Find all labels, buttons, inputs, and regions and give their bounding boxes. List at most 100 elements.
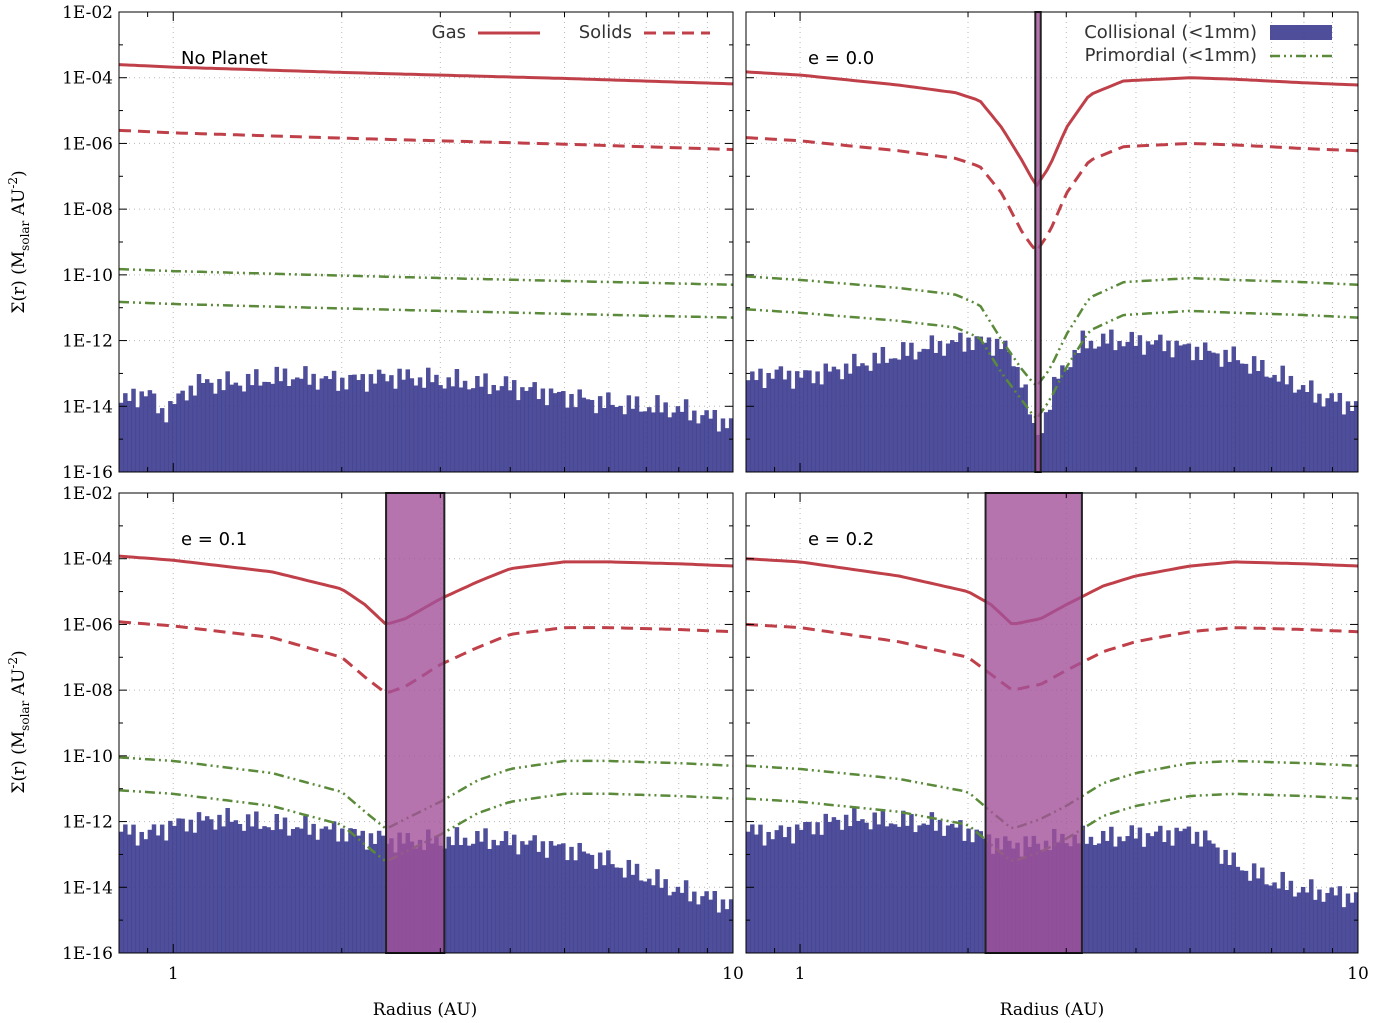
histogram-bar — [856, 366, 861, 472]
histogram-bar — [1251, 356, 1257, 472]
histogram-bar — [1251, 863, 1257, 953]
histogram-bar — [331, 821, 337, 953]
histogram-bar — [909, 814, 914, 953]
histogram-bar — [1072, 349, 1077, 472]
histogram-bar — [1158, 825, 1163, 953]
histogram-bar — [200, 820, 206, 953]
histogram-bar — [295, 377, 300, 472]
histogram-bar — [176, 818, 181, 953]
histogram-bar — [750, 824, 755, 953]
histogram-bar — [921, 823, 926, 953]
histogram-bar — [905, 825, 910, 953]
histogram-bar — [1068, 367, 1073, 472]
histogram-bar — [998, 349, 1004, 472]
histogram-bar — [860, 819, 865, 953]
histogram-bar — [638, 411, 644, 472]
y-tick-label: 1E-06 — [62, 134, 113, 154]
histogram-bar — [823, 813, 828, 953]
legend-collisional-swatch — [1270, 25, 1332, 40]
histogram-bar — [511, 380, 517, 472]
histogram-bar — [1088, 340, 1094, 472]
histogram-bar — [671, 412, 677, 472]
histogram-bar — [1149, 836, 1155, 953]
histogram-bar — [1149, 344, 1155, 472]
histogram-bar — [1076, 353, 1081, 472]
x-tick-label: 1 — [168, 964, 179, 984]
histogram-bar — [426, 367, 431, 472]
histogram-bar — [651, 412, 656, 472]
histogram-bar — [479, 841, 484, 953]
histogram-bar — [634, 396, 640, 472]
histogram-bar — [1211, 843, 1216, 953]
histogram-bar — [770, 839, 775, 953]
histogram-bar — [864, 365, 869, 472]
histogram-bar — [1239, 870, 1245, 953]
histogram-bar — [151, 393, 157, 472]
histogram-bar — [119, 831, 124, 953]
histogram-bar — [372, 383, 378, 472]
histogram-bar — [663, 879, 668, 953]
histogram-bar — [986, 337, 992, 472]
histogram-bar — [483, 828, 488, 953]
histogram-bar — [1109, 329, 1114, 472]
histogram-bar — [799, 829, 804, 953]
histogram-bar — [1309, 380, 1314, 472]
histogram-bar — [954, 827, 959, 953]
histogram-bar — [716, 431, 722, 472]
histogram-bar — [1264, 884, 1269, 953]
histogram-bar — [909, 342, 914, 472]
histogram-bar — [614, 867, 619, 953]
histogram-bar — [573, 407, 578, 472]
histogram-bar — [597, 852, 603, 953]
histogram-bar — [1296, 389, 1302, 472]
histogram-bar — [1349, 902, 1355, 953]
histogram-bar — [1129, 825, 1134, 953]
histogram-bar — [1178, 831, 1183, 953]
histogram-bar — [471, 388, 476, 472]
series-primordial-mm-line — [119, 267, 733, 286]
plot-area — [119, 12, 733, 472]
histogram-bar — [770, 378, 775, 472]
histogram-bar — [622, 414, 627, 472]
series-solids-line — [746, 136, 1358, 253]
histogram-bar — [593, 413, 599, 472]
histogram-bar — [311, 373, 316, 472]
histogram-bar — [1174, 340, 1179, 472]
histogram-bar — [933, 352, 939, 472]
histogram-bar — [1141, 846, 1147, 953]
histogram-bar — [1109, 826, 1114, 953]
histogram-bar — [659, 412, 664, 472]
x-tick-label: 10 — [722, 964, 744, 984]
histogram-bar — [1333, 401, 1338, 472]
histogram-bar — [1121, 841, 1126, 953]
histogram-bar — [180, 390, 185, 472]
histogram-bar — [389, 375, 394, 472]
histogram-bar — [1207, 350, 1212, 472]
histogram-bar — [331, 370, 337, 472]
histogram-bar — [1003, 340, 1008, 472]
histogram-bar — [323, 826, 329, 953]
histogram-bar — [880, 809, 886, 953]
panel-3: 1 10 1E-02 1E-04 1E-06 1E-08 1E-10 1E-12 1E-14 1E… — [62, 484, 744, 984]
histogram-bar — [970, 350, 975, 472]
histogram-bar — [507, 390, 513, 472]
histogram-bar — [827, 821, 833, 953]
histogram-bar — [233, 820, 239, 953]
histogram-bar — [925, 349, 930, 472]
histogram-bar — [794, 371, 800, 472]
x-axis-title-right: Radius (AU) — [1000, 1000, 1105, 1020]
histogram-bar — [393, 388, 398, 472]
histogram-bar — [815, 371, 820, 472]
histogram-bar — [618, 405, 623, 472]
histogram-bar — [561, 391, 566, 472]
histogram-bar — [1170, 357, 1175, 472]
histogram-bar — [245, 373, 251, 472]
histogram-bar — [147, 390, 153, 472]
histogram-bar — [1100, 333, 1106, 472]
histogram-bar — [954, 341, 959, 472]
histogram-bar — [1019, 387, 1024, 472]
histogram-bar — [1080, 330, 1086, 472]
histogram-bar — [1178, 345, 1183, 472]
y-tick-label: 1E-02 — [62, 484, 113, 504]
